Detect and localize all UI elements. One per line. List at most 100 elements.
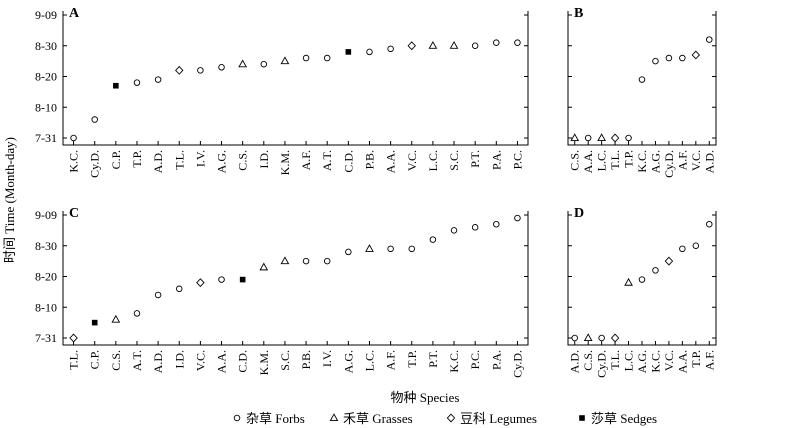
x-tick-label: C.S. — [236, 150, 250, 171]
data-point-circle — [302, 257, 310, 265]
legend-label: 禾草 Grasses — [343, 411, 413, 426]
x-tick-label: A.G. — [215, 150, 229, 173]
y-tick-label: 8-30 — [35, 239, 57, 253]
data-point-triangle — [428, 41, 438, 49]
data-point-square — [345, 49, 352, 55]
panel-d: A.D. C.S. Cy.D. T.L. L.C. A.G. K.C. V.C. A.A. T.P… — [567, 206, 717, 378]
x-tick-label: K.C. — [447, 350, 461, 373]
x-tick-label: T.P. — [405, 350, 419, 368]
data-point-circle — [665, 54, 673, 62]
x-tick-label: Cy.D. — [510, 350, 524, 378]
data-point-circle — [514, 39, 521, 46]
x-tick-label: S.C. — [447, 150, 461, 171]
data-point-triangle — [583, 333, 593, 342]
data-point-circle — [652, 57, 659, 65]
y-tick-label: 9-09 — [35, 8, 57, 22]
panel-letter: C — [69, 206, 79, 221]
x-tick-label: P.A. — [489, 350, 503, 370]
x-tick-label: I.V. — [320, 350, 334, 367]
x-tick-label: V.C. — [662, 350, 676, 371]
y-tick-label: 8-10 — [35, 100, 57, 114]
data-point-circle — [408, 245, 416, 253]
x-tick-label: C.P. — [109, 150, 123, 169]
data-point-circle — [323, 54, 331, 62]
x-tick-label: C.D. — [236, 350, 250, 373]
y-tick-label: 8-30 — [35, 39, 57, 53]
data-point-circle — [70, 134, 77, 142]
panel-a: 7-31 8-10 8-20 8-30 9-09 K.C. Cy.D. C.P. T.P. A.D… — [35, 6, 529, 178]
legend: 杂草 Forbs 禾草 Grasses 豆科 Legumes 莎草 Sedges — [233, 411, 657, 426]
data-point-circle — [625, 134, 632, 142]
x-tick-label: A.D. — [151, 350, 165, 373]
data-point-circle — [493, 220, 500, 228]
data-point-circle — [429, 236, 437, 243]
x-tick-label: I.D. — [172, 350, 186, 369]
data-point-triangle — [280, 56, 290, 65]
x-tick-label: Cy.D. — [88, 150, 102, 178]
legend-square-icon — [579, 415, 585, 421]
data-point-circle — [652, 267, 659, 274]
data-point-circle — [679, 245, 686, 253]
legend-label: 莎草 Sedges — [591, 411, 657, 426]
data-point-diamond — [691, 50, 701, 60]
x-tick-label: T.P. — [689, 350, 703, 368]
y-tick-label: 8-20 — [35, 70, 57, 84]
panel-c: 7-31 8-10 8-20 8-30 9-09 T.L. C.P. C.S. A.T. A.D.… — [35, 206, 529, 378]
x-tick-label: A.D. — [702, 150, 716, 173]
data-point-circle — [514, 214, 521, 222]
x-tick-label: T.L. — [608, 350, 622, 370]
x-tick-label: K.M. — [278, 150, 292, 175]
x-tick-label: A.F. — [384, 350, 398, 370]
y-tick-label: 7-31 — [35, 131, 57, 145]
data-point-circle — [638, 76, 646, 83]
data-point-circle — [471, 42, 479, 50]
x-tick-label: I.D. — [257, 150, 271, 169]
data-point-circle — [450, 227, 458, 234]
x-tick-label: A.G. — [341, 350, 355, 373]
data-point-circle — [302, 54, 310, 62]
data-point-circle — [638, 276, 646, 283]
x-tick-label: T.L. — [67, 350, 81, 370]
x-tick-label: A.G. — [635, 350, 649, 373]
data-point-circle — [706, 220, 713, 228]
data-point-triangle — [365, 244, 374, 252]
y-tick-label: 9-09 — [35, 208, 57, 222]
x-tick-label: S.C. — [278, 350, 292, 371]
x-tick-label: K.C. — [635, 150, 649, 173]
data-point-circle — [133, 310, 141, 317]
data-point-diamond — [69, 333, 78, 343]
data-point-diamond — [196, 278, 205, 288]
x-tick-label: Cy.D. — [662, 150, 676, 178]
data-point-triangle — [280, 256, 290, 265]
x-tick-label: C.D. — [341, 150, 355, 173]
x-tick-label: A.A. — [215, 350, 229, 373]
panel-b: C.S. A.A. L.C. T.L. T.P. K.C. A.G. Cy.D. A.F. V.C… — [567, 6, 717, 178]
data-point-diamond — [175, 65, 184, 75]
data-point-triangle — [111, 314, 121, 323]
x-tick-label: P.C. — [468, 350, 482, 369]
x-tick-label: I.V. — [193, 150, 207, 167]
x-tick-label: T.L. — [172, 150, 186, 170]
x-tick-label: K.M. — [257, 350, 271, 375]
x-tick-label: P.T. — [468, 150, 482, 168]
data-point-diamond — [407, 41, 416, 51]
x-tick-label: C.S. — [568, 150, 582, 171]
x-tick-label: A.D. — [568, 350, 582, 373]
data-point-triangle — [449, 41, 459, 49]
data-point-circle — [260, 60, 268, 68]
legend-label: 豆科 Legumes — [460, 411, 537, 426]
x-axis-title: 物种 Species — [391, 390, 460, 405]
data-point-diamond — [610, 133, 620, 143]
x-tick-label: A.F. — [299, 150, 313, 170]
x-tick-label: A.T. — [130, 350, 144, 371]
data-point-circle — [345, 248, 352, 256]
data-point-diamond — [610, 333, 620, 343]
data-point-triangle — [597, 133, 607, 142]
data-point-circle — [493, 39, 500, 46]
x-tick-label: C.P. — [88, 350, 102, 369]
panel-letter: A — [69, 6, 80, 21]
y-axis-title: 时间 Time (Month-day) — [2, 137, 17, 263]
x-tick-label: P.C. — [510, 150, 524, 169]
x-tick-label: T.L. — [608, 150, 622, 170]
x-tick-label: A.A. — [581, 150, 595, 173]
